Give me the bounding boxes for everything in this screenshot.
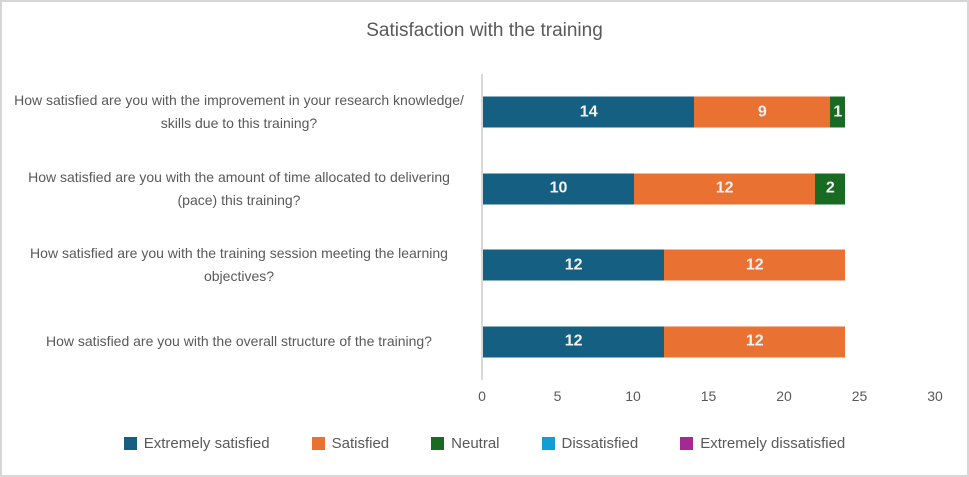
data-label: 12 <box>745 256 764 274</box>
stacked-bar: 12 12 <box>483 249 846 281</box>
bar-segment-satisfied: 12 <box>664 326 846 358</box>
legend-label: Extremely satisfied <box>143 435 270 452</box>
stacked-bar: 12 12 <box>483 326 846 358</box>
data-label: 2 <box>825 179 835 197</box>
legend-swatch-satisfied <box>311 437 325 450</box>
bar-segment-extremely-satisfied: 12 <box>483 326 665 358</box>
x-axis-tick-label: 10 <box>625 388 641 404</box>
x-axis-tick-label: 5 <box>553 388 562 404</box>
category-label: How satisfied are you with the amount of… <box>28 168 450 208</box>
legend-item-extremely-satisfied: Extremely satisfied <box>123 435 270 452</box>
chart-title: Satisfaction with the training <box>366 20 603 41</box>
legend-label: Satisfied <box>331 435 390 452</box>
bar-segment-satisfied: 12 <box>664 249 846 281</box>
stacked-bar: 10 12 2 <box>483 173 846 205</box>
bar-segment-neutral: 1 <box>830 96 846 128</box>
legend-swatch-extremely-dissatisfied <box>680 437 694 450</box>
category-label: How satisfied are you with the improveme… <box>14 92 464 132</box>
x-axis-tick-label: 0 <box>478 388 486 404</box>
legend-label: Neutral <box>451 435 500 452</box>
x-axis-tick-label: 25 <box>851 388 868 404</box>
data-label: 12 <box>564 332 583 350</box>
legend-item-satisfied: Satisfied <box>311 435 390 452</box>
bar-segment-satisfied: 12 <box>634 173 816 205</box>
bar-segment-neutral: 2 <box>815 173 846 205</box>
legend-swatch-dissatisfied <box>541 437 555 450</box>
legend-label: Dissatisfied <box>561 435 639 452</box>
bar-segment-extremely-satisfied: 12 <box>483 249 665 281</box>
legend-swatch-extremely-satisfied <box>123 437 137 450</box>
data-label: 10 <box>549 179 568 197</box>
category-label: How satisfied are you with the training … <box>30 245 448 285</box>
category-label: How satisfied are you with the overall s… <box>46 333 432 350</box>
data-label: 14 <box>579 103 598 121</box>
data-label: 12 <box>564 256 583 274</box>
data-label: 12 <box>745 332 764 350</box>
y-axis-line <box>481 74 483 380</box>
data-label: 9 <box>757 103 767 121</box>
chart-row: How satisfied are you with the training … <box>2 227 967 304</box>
legend-label: Extremely dissatisfied <box>700 435 846 452</box>
x-axis-tick-label: 15 <box>700 388 717 404</box>
bar-segment-satisfied: 9 <box>694 96 831 128</box>
legend-item-extremely-dissatisfied: Extremely dissatisfied <box>680 435 845 452</box>
data-label: 12 <box>715 179 734 197</box>
chart-row: How satisfied are you with the improveme… <box>2 74 967 151</box>
bar-segment-extremely-satisfied: 10 <box>483 173 634 205</box>
legend: Extremely satisfied Satisfied Neutral Dissa… <box>2 435 967 452</box>
data-label: 1 <box>833 103 843 121</box>
x-axis-tick-label: 20 <box>776 388 792 404</box>
bar-segment-extremely-satisfied: 14 <box>483 96 695 128</box>
legend-swatch-neutral <box>431 437 445 450</box>
legend-item-dissatisfied: Dissatisfied <box>541 435 639 452</box>
chart-row: How satisfied are you with the amount of… <box>2 151 967 228</box>
stacked-bar: 14 9 1 <box>483 96 846 128</box>
legend-item-neutral: Neutral <box>431 435 500 452</box>
chart-row: How satisfied are you with the overall s… <box>2 304 967 381</box>
x-axis-tick-label: 30 <box>927 388 943 404</box>
